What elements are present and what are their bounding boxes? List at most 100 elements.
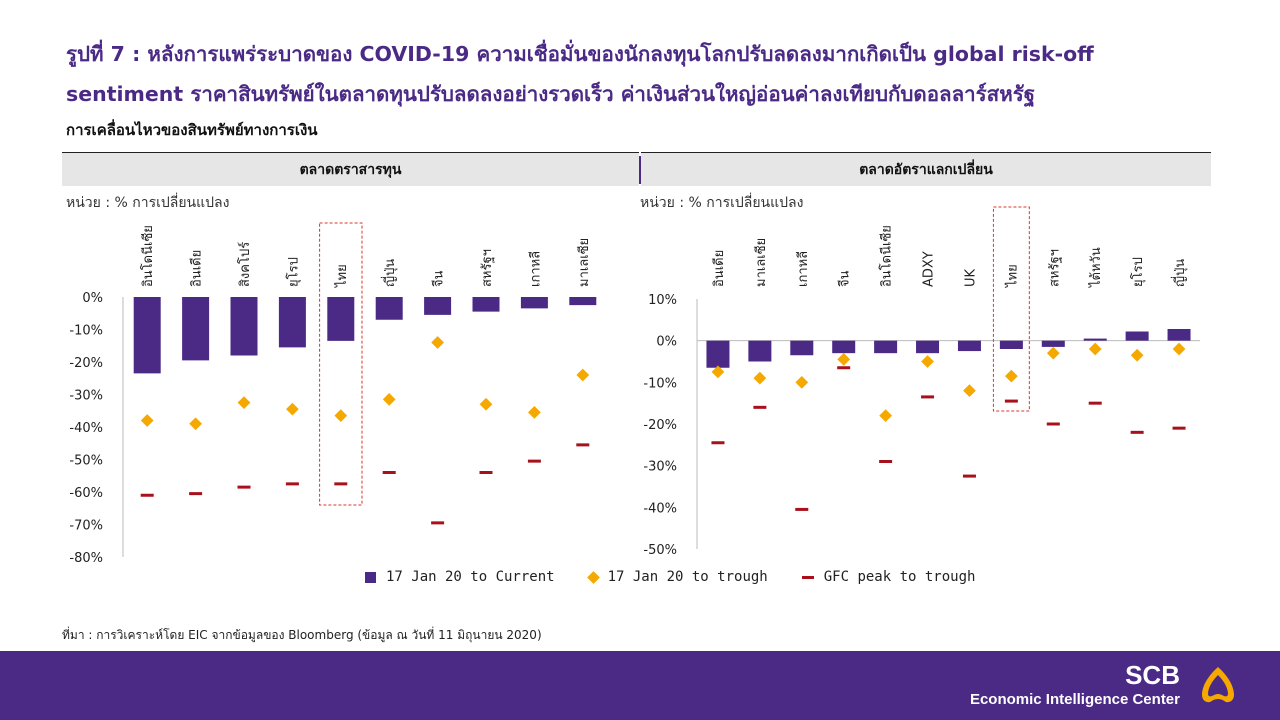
brand-name: SCB	[1125, 660, 1180, 690]
bar-current	[874, 340, 898, 354]
marker-trough	[140, 414, 154, 427]
marker-trough	[1088, 342, 1102, 356]
equity-chart: 0% -10% -20% -30% -40% -50% -60% -70% -80% อินโดน…	[69, 222, 597, 566]
marker-trough	[879, 409, 892, 423]
y-tick-label: -50%	[69, 454, 103, 469]
bar-current	[1125, 331, 1149, 341]
marker-gfc	[479, 471, 493, 474]
category-label: ADXY	[922, 251, 937, 287]
bar-current	[278, 297, 306, 348]
y-tick-label: -30%	[69, 389, 103, 404]
category-label: มาเลเซีย	[753, 238, 769, 287]
marker-gfc	[334, 482, 348, 486]
bar-current	[1167, 329, 1191, 341]
bar-current	[327, 297, 355, 341]
page-title: รูปที่ 7 : หลังการแพร่ระบาดของ COVID-19 …	[66, 42, 1094, 106]
marker-gfc	[921, 395, 935, 399]
legend-label-gfc: GFC peak to trough	[823, 569, 976, 585]
bar-current	[916, 340, 940, 354]
category-label: ไทย	[1004, 264, 1020, 288]
bar-current	[472, 297, 500, 312]
legend-label-trough: 17 Jan 20 to trough	[607, 569, 768, 585]
marker-gfc	[711, 441, 725, 445]
marker-trough	[1046, 346, 1060, 360]
marker-gfc	[431, 521, 445, 525]
category-label: สหรัฐฯ	[480, 249, 495, 287]
marker-trough	[528, 406, 541, 419]
category-label: มาเลเซีย	[576, 238, 592, 287]
y-tick-label: 0%	[656, 335, 677, 350]
y-tick-label: -40%	[643, 501, 677, 516]
marker-gfc	[837, 366, 851, 370]
legend-label-current: 17 Jan 20 to Current	[386, 569, 555, 585]
marker-trough	[1130, 348, 1144, 362]
y-tick-label: -60%	[69, 486, 103, 501]
bar-current	[133, 297, 161, 374]
legend-diamond-swatch	[586, 570, 600, 584]
legend-item-gfc: GFC peak to trough	[801, 569, 976, 585]
marker-gfc	[1130, 430, 1144, 434]
marker-gfc	[1172, 426, 1186, 430]
marker-trough	[1005, 369, 1018, 383]
scb-bell-icon	[1202, 667, 1234, 703]
y-tick-label: -10%	[643, 376, 677, 391]
category-label: ญี่ปุ่น	[381, 259, 398, 287]
marker-trough	[837, 353, 851, 366]
bar-current	[748, 340, 772, 362]
marker-gfc	[382, 471, 396, 474]
category-label: จีน	[837, 270, 853, 287]
unit-label-fx: หน่วย : % การเปลี่ยนแปลง	[640, 195, 804, 211]
marker-trough	[795, 375, 809, 389]
y-tick-label: 10%	[648, 293, 677, 308]
category-label: ญี่ปุ่น	[1171, 259, 1188, 287]
marker-gfc	[753, 405, 767, 409]
bar-current	[375, 297, 403, 320]
panel-title-equity: ตลาดตราสารทุน	[62, 152, 639, 186]
panel-title-fx-text: ตลาดอัตราแลกเปลี่ยน	[859, 161, 993, 178]
y-tick-label: -50%	[643, 543, 677, 558]
bar-current	[182, 297, 210, 361]
category-label: ยุโรป	[1130, 257, 1146, 287]
panel-divider	[639, 156, 641, 184]
marker-gfc	[189, 492, 203, 496]
y-tick-label: 0%	[82, 291, 103, 306]
y-tick-label: -80%	[69, 551, 103, 566]
marker-gfc	[962, 474, 976, 478]
legend-item-current: 17 Jan 20 to Current	[365, 569, 555, 585]
chart-legend: 17 Jan 20 to Current 17 Jan 20 to trough…	[365, 569, 1009, 585]
bar-current	[790, 340, 814, 356]
highlight-box	[992, 206, 1030, 412]
marker-gfc	[1004, 399, 1018, 403]
marker-trough	[963, 384, 976, 398]
brand-block: SCB Economic Intelligence Center	[970, 661, 1180, 711]
bar-current	[957, 340, 981, 352]
marker-gfc	[795, 507, 809, 511]
page-subtitle: การเคลื่อนไหวของสินทรัพย์ทางการเงิน	[66, 121, 318, 139]
marker-trough	[431, 336, 444, 349]
marker-trough	[286, 402, 299, 416]
marker-gfc	[140, 493, 154, 497]
bar-current	[832, 340, 856, 354]
marker-trough	[921, 355, 934, 368]
y-tick-label: -10%	[69, 324, 103, 339]
marker-trough	[711, 365, 725, 379]
bar-current	[520, 297, 548, 309]
y-tick-label: -30%	[643, 460, 677, 475]
legend-dash-swatch	[801, 575, 814, 579]
bar-current	[999, 340, 1023, 349]
category-label: ไต้หวัน	[1088, 247, 1104, 288]
unit-label-equity: หน่วย : % การเปลี่ยนแปลง	[66, 195, 230, 211]
bar-current	[424, 297, 452, 315]
legend-item-trough: 17 Jan 20 to trough	[586, 569, 768, 585]
category-label: สิงคโปร์	[237, 242, 253, 287]
category-label: เกาหลี	[795, 251, 811, 287]
bar-current	[1083, 338, 1107, 341]
bar-current	[706, 340, 730, 368]
marker-trough	[479, 397, 493, 411]
category-label: อินโดนีเซีย	[879, 225, 895, 287]
marker-gfc	[527, 459, 541, 463]
category-label: สหรัฐฯ	[1047, 249, 1062, 287]
bar-current	[230, 297, 258, 356]
footer-bar: SCB Economic Intelligence Center	[0, 651, 1280, 720]
marker-trough	[753, 371, 767, 385]
